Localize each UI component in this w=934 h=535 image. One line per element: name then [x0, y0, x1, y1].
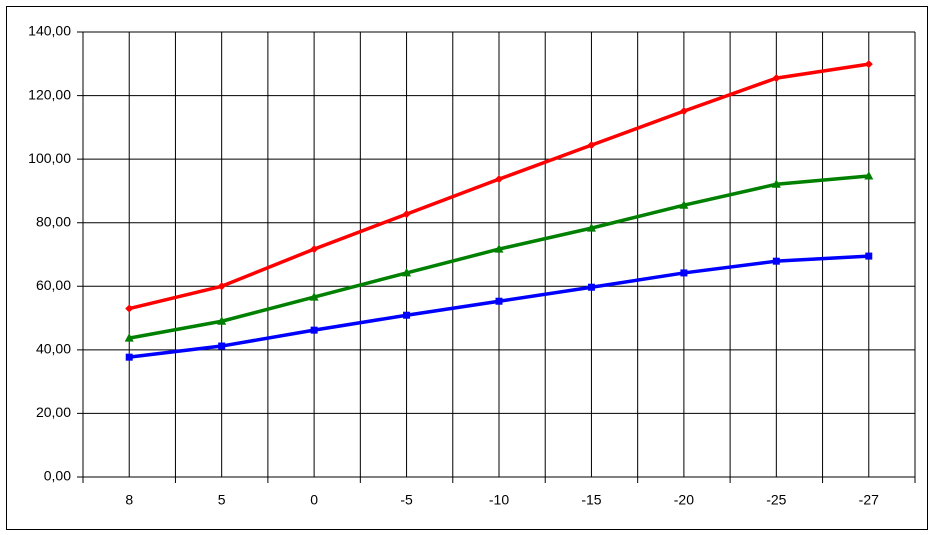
marker	[124, 333, 134, 342]
marker	[403, 311, 411, 319]
marker	[217, 316, 227, 325]
marker	[680, 269, 688, 277]
x-tick-label: 8	[125, 492, 133, 508]
x-tick-label: -20	[674, 492, 694, 508]
marker	[586, 223, 596, 232]
x-tick-label: -27	[859, 492, 879, 508]
y-tick-label: 80,00	[36, 213, 71, 229]
chart-border	[6, 6, 928, 530]
x-tick-label: -25	[766, 492, 786, 508]
marker	[125, 353, 133, 361]
y-tick-label: 140,00	[28, 23, 71, 39]
marker	[309, 292, 319, 301]
y-tick-label: 0,00	[44, 468, 71, 484]
x-tick-label: -15	[581, 492, 601, 508]
marker	[218, 342, 226, 350]
marker	[864, 170, 874, 180]
marker	[864, 60, 873, 69]
marker	[310, 326, 318, 334]
y-tick-label: 40,00	[36, 341, 71, 357]
marker	[587, 141, 596, 150]
x-tick-label: -5	[400, 492, 413, 508]
marker	[310, 245, 319, 254]
marker	[402, 210, 411, 219]
marker	[679, 200, 689, 209]
marker	[865, 252, 873, 260]
marker	[217, 282, 226, 291]
y-tick-label: 100,00	[28, 150, 71, 166]
marker	[771, 179, 781, 188]
marker	[587, 283, 595, 291]
y-tick-label: 60,00	[36, 277, 71, 293]
x-tick-label: 0	[310, 492, 318, 508]
marker	[679, 107, 688, 116]
y-tick-label: 20,00	[36, 404, 71, 420]
x-tick-label: -10	[489, 492, 509, 508]
marker	[494, 244, 504, 253]
marker	[125, 304, 134, 313]
marker	[495, 297, 503, 305]
x-tick-label: 5	[218, 492, 226, 508]
marker	[772, 257, 780, 265]
marker	[402, 267, 412, 277]
marker	[495, 175, 503, 184]
y-tick-label: 120,00	[28, 86, 71, 102]
marker	[772, 74, 781, 83]
